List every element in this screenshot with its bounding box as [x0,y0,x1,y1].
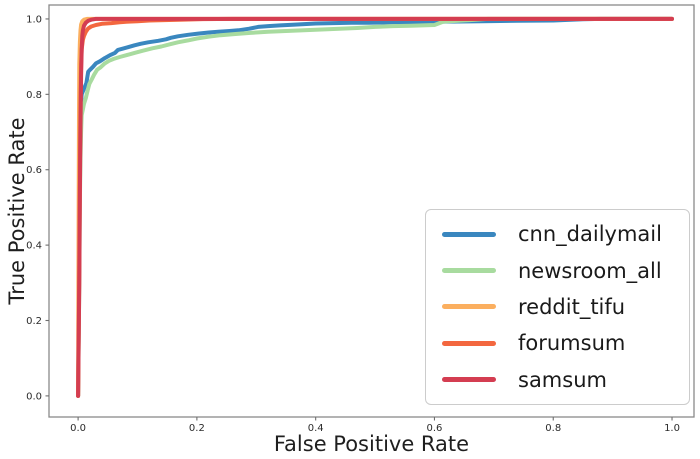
legend-label-cnn_dailymail: cnn_dailymail [518,222,662,247]
legend-label-samsum: samsum [518,367,607,392]
axes-spines [48,4,695,418]
legend-label-reddit_tifu: reddit_tifu [518,294,626,319]
series-line-cnn_dailymail [76,16,674,398]
x-tick-label: 0.8 [545,423,561,434]
y-tick-label: 0.2 [26,316,42,327]
legend-item-newsroom_all: newsroom_all [426,259,689,283]
newsroom_all-line-swatch [442,268,496,274]
forumsum-line-swatch [442,340,496,346]
y-tick-label: 1.0 [26,14,42,25]
samsum-line-swatch [442,377,496,383]
legend-label-newsroom_all: newsroom_all [518,258,662,283]
reddit_tifu-line-swatch [442,304,496,310]
x-axis-label: False Positive Rate [273,432,470,456]
x-tick-label: 0.6 [427,423,443,434]
legend-item-samsum: samsum [426,368,689,392]
y-tick-label: 0.8 [26,90,42,101]
x-tick-label: 0.0 [70,423,86,434]
cnn_dailymail-line-swatch [442,231,496,237]
x-tick-label: 1.0 [664,423,680,434]
y-tick-label: 0.0 [26,391,42,402]
legend-label-forumsum: forumsum [518,331,626,356]
legend-item-reddit_tifu: reddit_tifu [426,295,689,319]
y-tick-label: 0.4 [26,241,42,252]
series-line-newsroom_all [76,16,674,398]
x-tick-label: 0.2 [189,423,205,434]
legend-item-forumsum: forumsum [426,331,689,355]
series-line-samsum [76,16,674,398]
legend-item-cnn_dailymail: cnn_dailymail [426,222,689,246]
x-tick-label: 0.4 [308,423,324,434]
y-axis-label: True Positive Rate [5,117,29,305]
y-tick-label: 0.6 [26,165,42,176]
